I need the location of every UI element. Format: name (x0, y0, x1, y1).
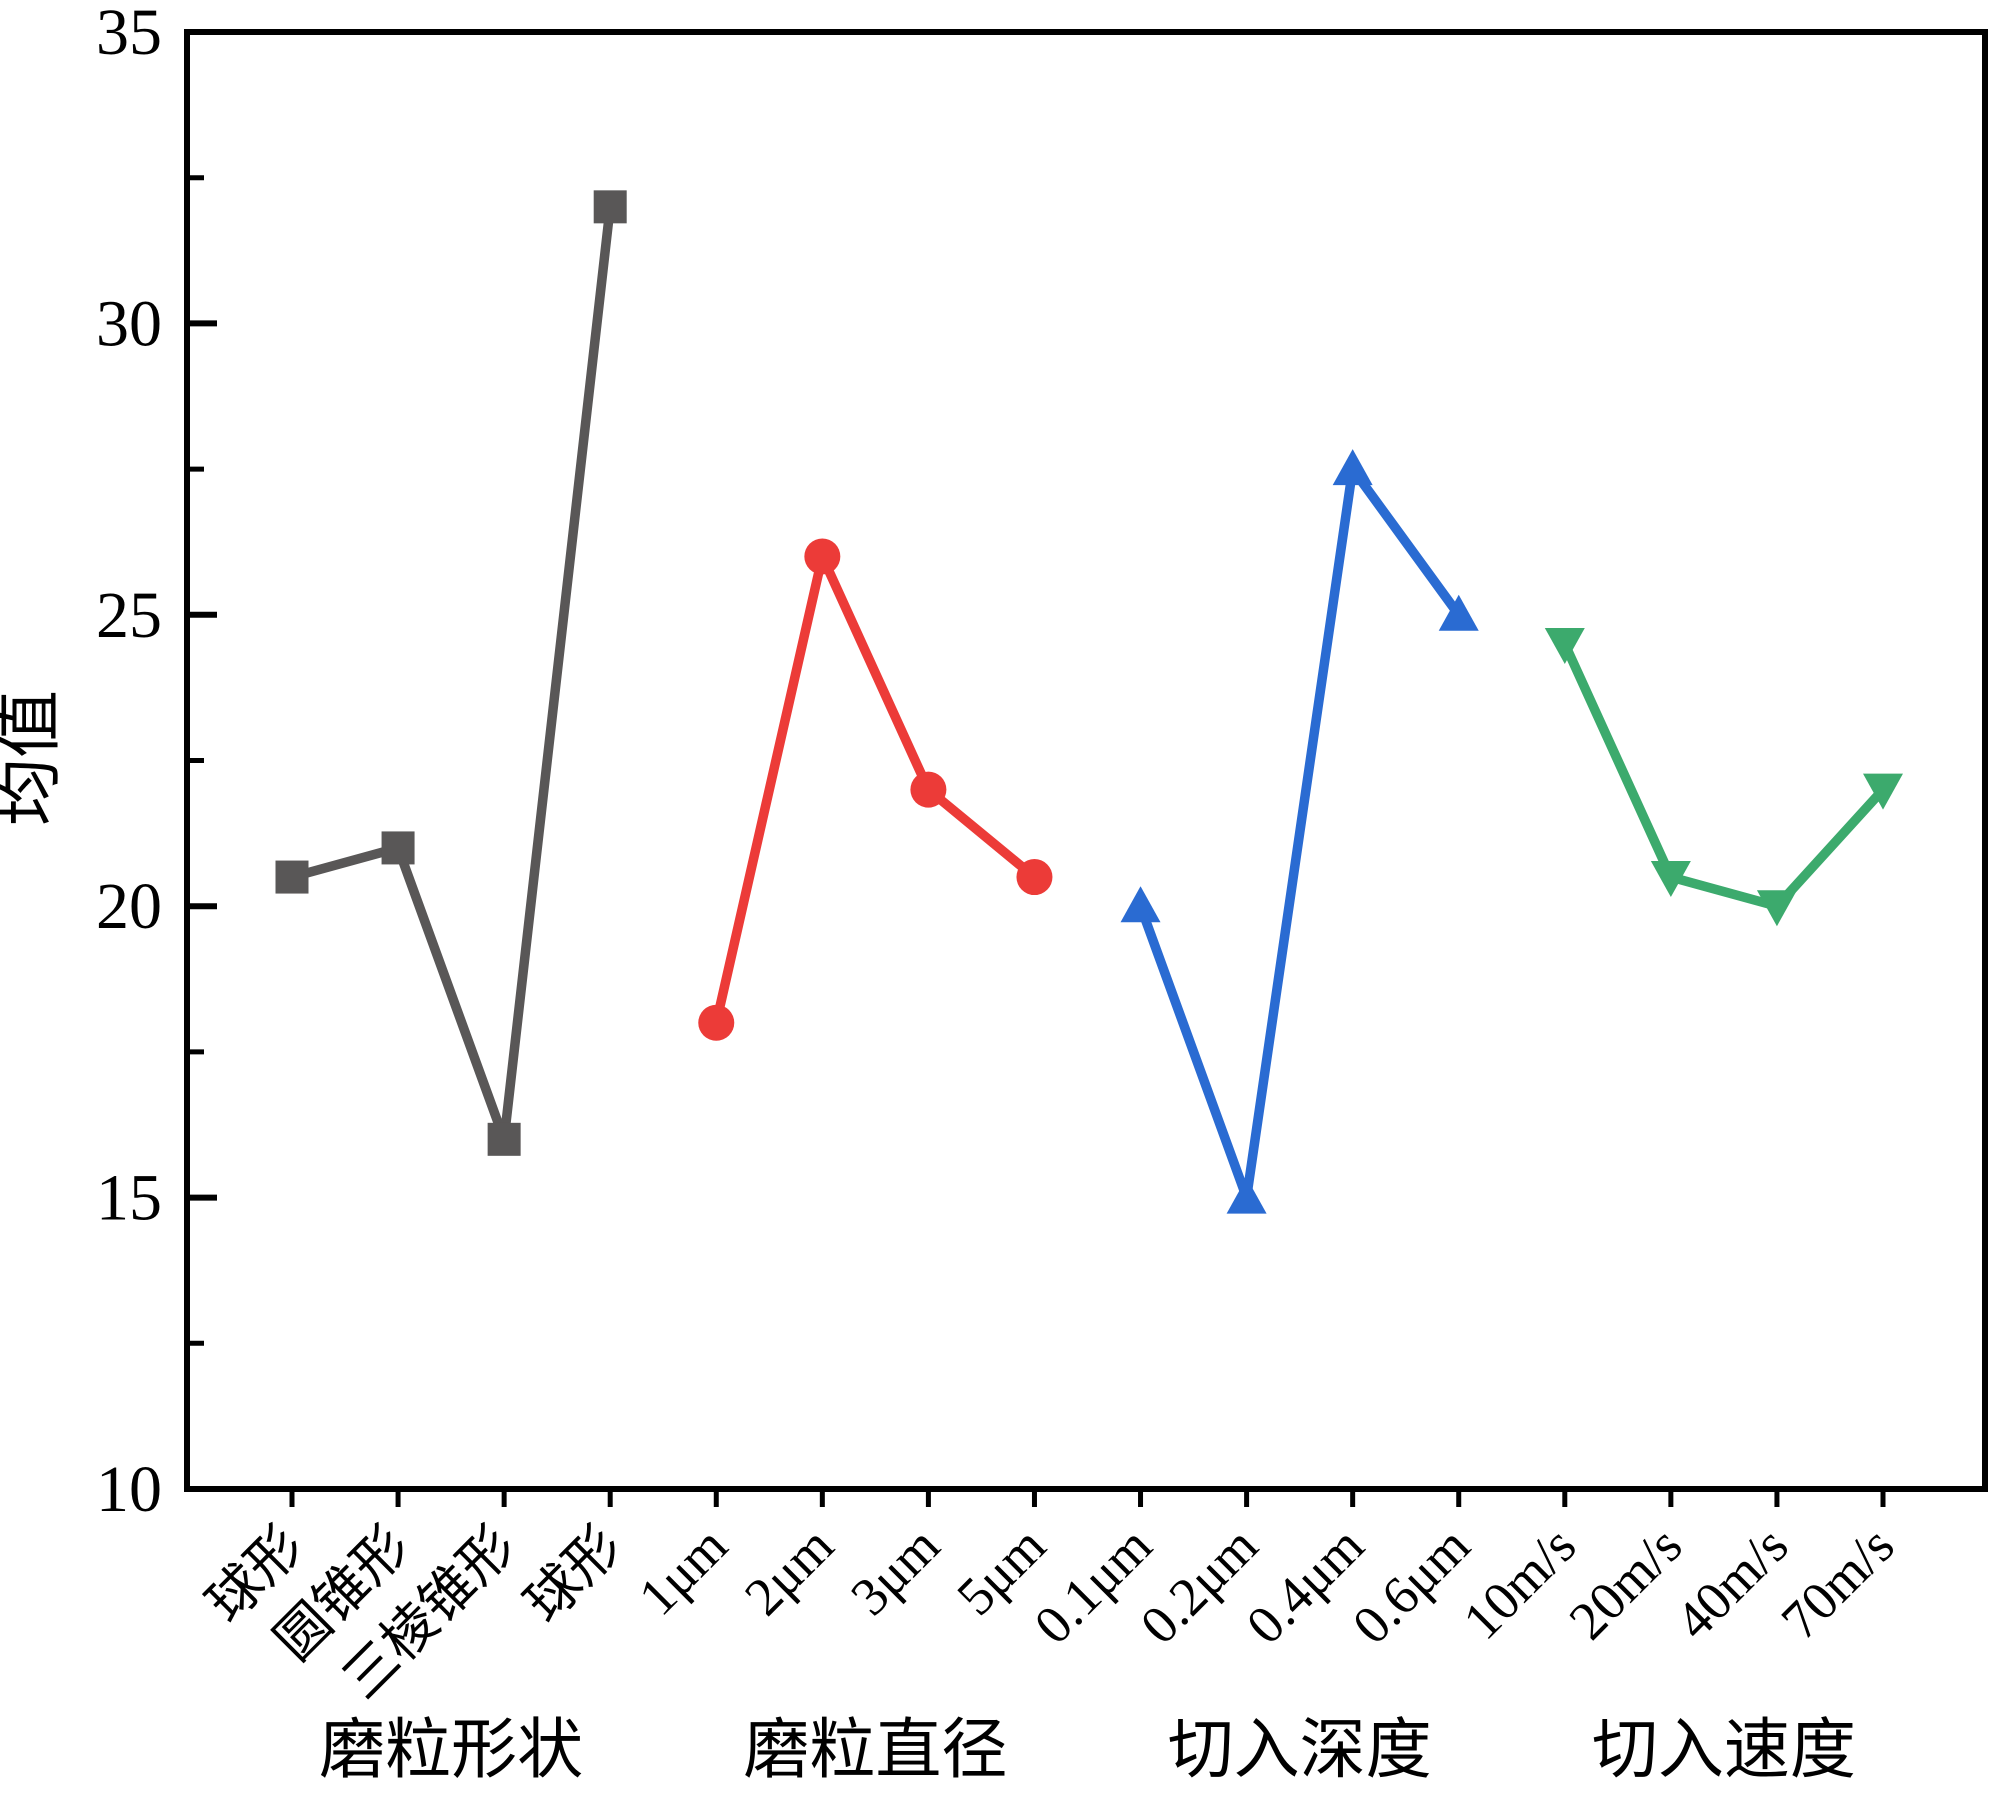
factor-group-label: 切入深度 (1168, 1714, 1432, 1787)
plot-frame (184, 29, 1988, 1492)
x-tick-label: 0.1μm (1023, 1515, 1163, 1655)
data-point-marker (275, 860, 309, 894)
x-tick-label: 0.6μm (1341, 1515, 1481, 1655)
data-point-marker (1120, 886, 1161, 923)
y-axis-label: 均值 (0, 690, 67, 826)
data-point-marker (1332, 449, 1373, 486)
series-line (711, 551, 1038, 1024)
x-tick-label: 3μm (839, 1515, 951, 1627)
x-tick-label: 20m/s (1558, 1515, 1694, 1651)
factor-group-label: 磨粒直径 (743, 1714, 1007, 1787)
series-line (1560, 641, 1887, 911)
x-tick-label: 10m/s (1451, 1515, 1587, 1651)
series-line (290, 206, 615, 1145)
x-tick-label: 0.4μm (1235, 1515, 1375, 1655)
y-tick-label: 25 (96, 579, 162, 652)
data-point-marker (804, 538, 841, 575)
data-point-marker (1650, 861, 1691, 898)
data-point-marker (593, 190, 627, 224)
x-tick-label: 40m/s (1664, 1515, 1800, 1651)
data-point-marker (381, 831, 415, 865)
y-tick-label: 15 (96, 1162, 162, 1235)
factor-group-label: 磨粒形状 (319, 1714, 583, 1787)
data-point-marker (1544, 627, 1585, 664)
data-point-marker (698, 1004, 735, 1041)
data-point-marker (1226, 1177, 1267, 1214)
y-tick-label: 30 (96, 287, 162, 360)
data-point-marker (1756, 890, 1797, 927)
y-tick-label: 10 (96, 1453, 162, 1526)
data-point-marker (1016, 859, 1053, 896)
data-point-marker (910, 771, 947, 808)
data-point-marker (487, 1122, 521, 1156)
data-point-marker (1863, 773, 1903, 810)
factor-group-label: 切入速度 (1592, 1714, 1856, 1787)
x-tick-label: 2μm (733, 1515, 845, 1627)
y-tick-label: 35 (96, 0, 162, 69)
x-tick-label: 70m/s (1770, 1515, 1906, 1651)
x-tick-label: 球形 (514, 1515, 633, 1634)
y-tick-label: 20 (96, 870, 162, 943)
x-tick-label: 0.2μm (1129, 1515, 1269, 1655)
x-tick-label: 1μm (627, 1515, 739, 1627)
series-line (1136, 464, 1463, 1203)
data-point-marker (1438, 594, 1479, 631)
